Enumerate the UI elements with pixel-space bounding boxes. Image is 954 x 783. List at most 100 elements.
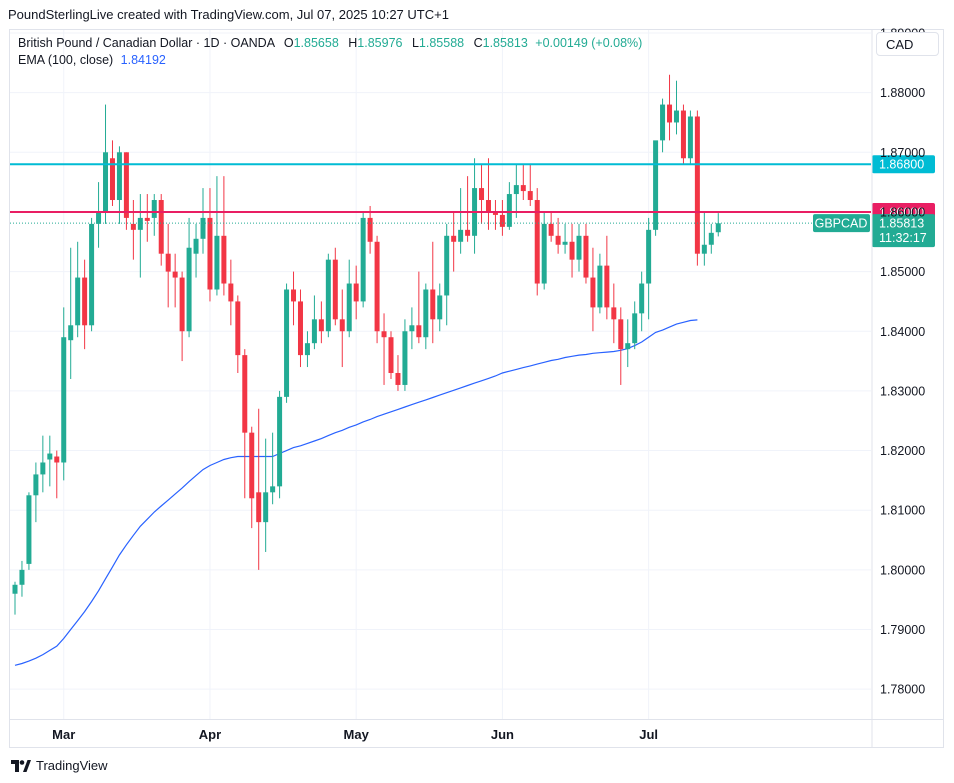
candle-body <box>353 283 359 302</box>
candle <box>660 98 666 153</box>
candle <box>632 301 638 350</box>
candle <box>395 355 401 391</box>
candle <box>597 253 603 314</box>
candle <box>256 408 262 570</box>
candle-body <box>297 301 303 356</box>
candle <box>207 188 213 302</box>
candle <box>562 223 568 254</box>
candle <box>109 140 115 206</box>
candle-body <box>33 474 39 496</box>
candle-body <box>520 185 526 192</box>
candle-body <box>687 116 693 159</box>
axis-layer: 1.78000 1.79000 1.80000 1.81000 1.82000 1.830… <box>10 26 943 748</box>
candle <box>26 492 32 570</box>
candle-body <box>388 337 394 374</box>
candle-body <box>604 265 610 308</box>
candle-body <box>277 396 283 487</box>
candle-body <box>172 271 178 278</box>
candle-body <box>715 223 721 233</box>
x-tick-label: Jul <box>639 727 658 742</box>
candle-body <box>116 152 122 201</box>
candle-body <box>548 223 554 236</box>
y-tick-label: 1.84000 <box>880 325 925 339</box>
candle <box>291 271 297 326</box>
candle <box>451 211 457 272</box>
candle-body <box>82 277 88 326</box>
candle-body <box>360 217 366 302</box>
candle <box>465 176 471 242</box>
high-value: 1.85976 <box>357 36 403 50</box>
candle <box>12 581 18 615</box>
candle-body <box>701 244 707 254</box>
symbol-tag-label: GBPCAD <box>815 217 868 231</box>
close-value: 1.85813 <box>482 36 528 50</box>
candle-body <box>151 200 157 218</box>
candle <box>179 271 185 362</box>
candle <box>158 194 164 266</box>
candle-body <box>534 200 540 284</box>
candle-body <box>513 185 519 195</box>
candle-body <box>646 229 652 284</box>
candle-body <box>451 235 457 242</box>
candle-body <box>12 584 18 594</box>
open-label: O <box>283 36 294 50</box>
candle-body <box>618 319 624 350</box>
candle-body <box>680 110 686 159</box>
candle <box>527 164 533 206</box>
candle <box>548 211 554 242</box>
candle <box>82 259 88 350</box>
currency-selector[interactable]: CAD <box>876 32 939 56</box>
candle <box>639 271 645 332</box>
candle-body <box>68 325 74 341</box>
candle-body <box>499 214 505 227</box>
x-tick-label: Apr <box>199 727 221 742</box>
candle-body <box>708 232 714 245</box>
candle-body <box>597 265 603 308</box>
candle <box>186 217 192 338</box>
candle <box>353 265 359 320</box>
candle-body <box>47 453 53 460</box>
candle <box>402 319 408 391</box>
y-tick-label: 1.81000 <box>880 504 925 518</box>
candle <box>667 74 673 141</box>
candle <box>297 289 303 368</box>
y-tick-label: 1.79000 <box>880 623 925 637</box>
candle <box>228 259 234 326</box>
candle <box>325 253 331 338</box>
candle-body <box>19 569 25 585</box>
candle <box>708 223 714 254</box>
grid-layer <box>10 30 871 719</box>
candle-body <box>214 235 220 290</box>
candle <box>506 182 512 230</box>
candle-body <box>228 283 234 302</box>
candle-body <box>123 152 129 218</box>
change-value: +0.00149 (+0.08%) <box>535 36 643 50</box>
candle <box>479 164 485 224</box>
candle <box>270 432 276 505</box>
candle <box>472 158 478 254</box>
candle <box>165 223 171 308</box>
ema-legend-row[interactable]: EMA (100, close) 1.84192 <box>18 52 642 69</box>
ema-layer <box>14 319 698 666</box>
last-price-label: 1.85813 <box>879 217 924 231</box>
candle <box>339 289 345 368</box>
candle-body <box>660 104 666 141</box>
y-tick-label: 1.78000 <box>880 683 925 697</box>
candle-body <box>137 217 143 230</box>
candle <box>284 283 290 403</box>
candle <box>423 283 429 350</box>
candle-body <box>694 116 700 254</box>
candle-body <box>625 343 631 350</box>
symbol-legend-row[interactable]: British Pound / Canadian Dollar · 1D · O… <box>18 35 642 52</box>
candle <box>47 435 53 487</box>
candle <box>701 211 707 266</box>
candle-body <box>402 331 408 385</box>
candle <box>130 200 136 260</box>
candle-body <box>249 432 255 499</box>
tradingview-logo[interactable]: TradingView <box>11 758 108 773</box>
candle-body <box>193 238 199 254</box>
candle <box>430 241 436 344</box>
candle <box>235 295 241 374</box>
candle <box>485 158 491 230</box>
